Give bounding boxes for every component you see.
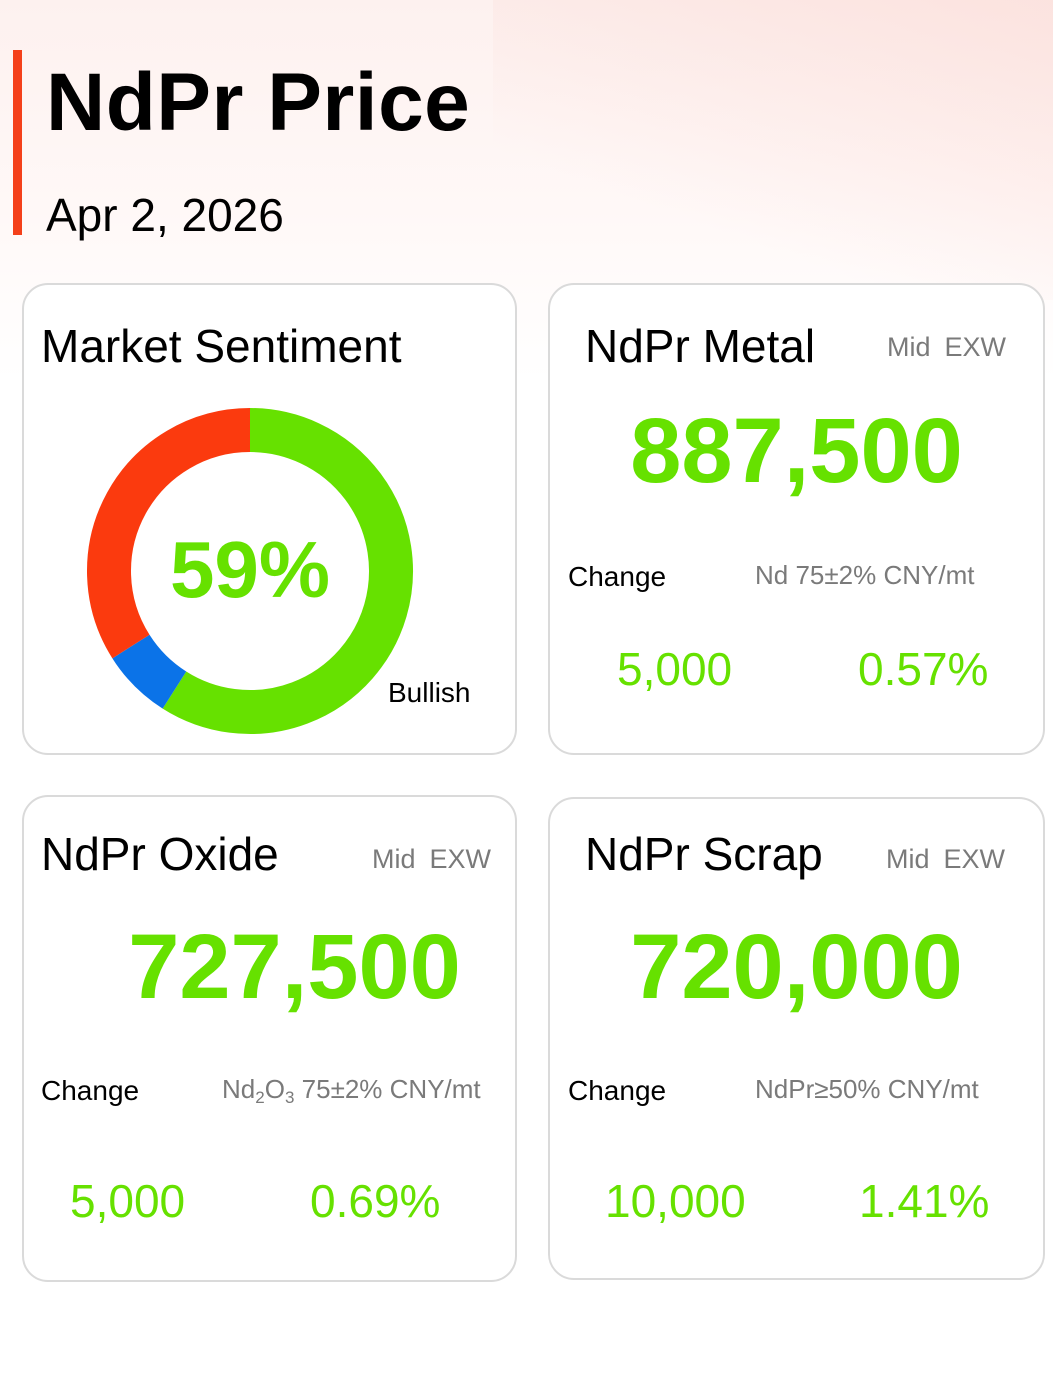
sentiment-card: Market Sentiment 59% Bullish <box>22 283 517 755</box>
oxide-tag-exw: EXW <box>429 844 492 874</box>
oxide-price-card: NdPr Oxide Mid EXW 727,500 Change Nd2O3 7… <box>22 795 517 1282</box>
metal-price: 887,500 <box>630 400 963 502</box>
oxide-tag-mid: Mid <box>372 844 416 874</box>
scrap-tag-mid: Mid <box>886 844 930 874</box>
metal-change-pct: 0.57% <box>858 643 989 695</box>
oxide-change-label: Change <box>41 1075 140 1106</box>
metal-change-abs: 5,000 <box>617 643 733 695</box>
page-date: Apr 2, 2026 <box>46 189 284 241</box>
sentiment-label: Bullish <box>388 677 471 708</box>
oxide-spec: Nd2O3 75±2% CNY/mt <box>222 1074 481 1107</box>
scrap-tag-exw: EXW <box>943 844 1006 874</box>
donut-segment-0 <box>162 408 413 734</box>
donut-segment-2 <box>87 408 251 659</box>
scrap-change-label: Change <box>568 1075 667 1106</box>
metal-tag-mid: Mid <box>887 332 931 362</box>
metal-price-card: NdPr Metal Mid EXW 887,500 Change Nd 75±2… <box>548 283 1045 755</box>
scrap-spec: NdPr≥50% CNY/mt <box>755 1074 979 1104</box>
scrap-title: NdPr Scrap <box>585 828 823 880</box>
scrap-change-pct: 1.41% <box>859 1175 990 1227</box>
oxide-price: 727,500 <box>128 916 461 1018</box>
scrap-change-abs: 10,000 <box>605 1175 746 1227</box>
metal-tags: Mid EXW <box>887 332 1006 362</box>
donut-segment-1 <box>112 634 187 709</box>
oxide-change-abs: 5,000 <box>70 1175 186 1227</box>
metal-spec: Nd 75±2% CNY/mt <box>755 560 975 590</box>
header-accent-bar <box>13 50 22 235</box>
oxide-change-pct: 0.69% <box>310 1175 441 1227</box>
sentiment-title: Market Sentiment <box>41 320 402 372</box>
oxide-tags: Mid EXW <box>372 844 491 874</box>
metal-tag-exw: EXW <box>944 332 1007 362</box>
scrap-price-card: NdPr Scrap Mid EXW 720,000 Change NdPr≥50… <box>548 797 1045 1280</box>
metal-change-label: Change <box>568 561 667 592</box>
sentiment-percent: 59% <box>169 525 331 614</box>
sentiment-donut-chart <box>87 408 413 734</box>
metal-title: NdPr Metal <box>585 320 816 372</box>
page-title: NdPr Price <box>46 57 471 148</box>
scrap-tags: Mid EXW <box>886 844 1005 874</box>
oxide-title: NdPr Oxide <box>41 828 279 880</box>
scrap-price: 720,000 <box>630 916 963 1018</box>
